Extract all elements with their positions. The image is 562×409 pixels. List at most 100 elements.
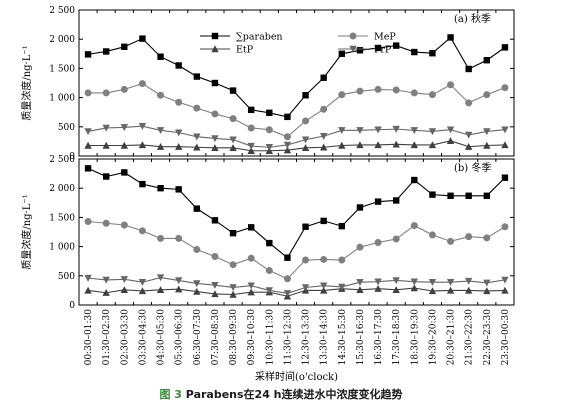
sum-paraben-point [392, 42, 400, 49]
sum-paraben-point [302, 223, 309, 230]
mep-point [193, 246, 201, 254]
legend: ∑paraben MeP EtP PrP [200, 32, 396, 56]
x-tick-label: 01:30–02:30 [102, 309, 112, 366]
mep-point [302, 256, 310, 264]
mep-point [247, 124, 255, 132]
panel-autumn-yaxis: 0 500 1 000 1 500 2 000 2 500 [49, 6, 514, 162]
panel-winter-yaxis: 0 500 1 000 1 500 2 000 2 500 [49, 155, 514, 311]
sum-paraben-point [247, 224, 255, 231]
prp-point [338, 127, 346, 135]
panel-winter-xticks [78, 159, 515, 305]
panel-winter-label: (b) 冬季 [454, 161, 491, 174]
sum-paraben-point [211, 79, 219, 87]
mep-point [356, 243, 364, 251]
legend-mep-marker [349, 32, 357, 40]
x-tick-label: 05:30–06:30 [175, 309, 185, 366]
etp-point [338, 141, 346, 149]
sum-paraben-point [338, 50, 346, 57]
prp-point [211, 281, 219, 289]
sum-paraben-point [157, 53, 164, 60]
sum-paraben-point [193, 205, 201, 212]
mep-point [338, 91, 346, 99]
etp-point [138, 287, 147, 295]
sum-paraben-point [338, 222, 346, 230]
etp-point [120, 141, 129, 149]
mep-point [193, 104, 201, 112]
sum-paraben-point [266, 109, 273, 116]
mep-point [175, 234, 183, 242]
sum-paraben-point [102, 48, 110, 55]
sum-paraben-point [266, 239, 273, 247]
sum-paraben-point [121, 43, 128, 50]
mep-point [410, 89, 418, 97]
mep-point [175, 98, 183, 106]
sum-paraben-point [374, 44, 382, 52]
prp-point [464, 277, 473, 285]
prp-point [102, 276, 110, 284]
x-tick-label: 17:30–18:30 [392, 309, 402, 366]
sum-paraben-point [447, 192, 454, 199]
sum-paraben-point [483, 57, 491, 64]
mep-point [265, 267, 273, 275]
x-tick-label: 15:30–16:30 [356, 309, 366, 366]
prp-point [319, 282, 328, 290]
prp-point [464, 131, 473, 139]
etp-point [501, 141, 509, 149]
y-tick-label: 1 000 [49, 94, 75, 104]
y-tick-label: 2 500 [49, 155, 75, 165]
mep-point [265, 126, 273, 134]
chart-figure: 0 500 1 000 1 500 2 000 2 500 (a) 秋季 ∑paraben… [20, 6, 515, 383]
prp-point [501, 126, 509, 134]
etp-point [102, 289, 110, 296]
prp-point [102, 124, 110, 132]
mep-point [483, 91, 491, 99]
mep-point [410, 222, 418, 230]
x-tick-label: 00:30–01:30 [84, 309, 94, 366]
mep-point [120, 221, 128, 229]
prp-point [229, 136, 237, 144]
panel-autumn: 0 500 1 000 1 500 2 000 2 500 (a) 秋季 ∑paraben… [20, 6, 515, 162]
sum-paraben-point [102, 173, 110, 180]
sum-paraben-point [229, 87, 237, 94]
y-tick-label: 1 000 [49, 243, 75, 253]
prp-point [265, 287, 274, 295]
prp-line [87, 125, 505, 148]
y-tick-label: 500 [58, 272, 75, 282]
mep-point [157, 234, 165, 242]
mep-point [84, 217, 92, 225]
x-tick-label: 16:30–17:30 [374, 309, 384, 366]
sum-paraben-point [374, 198, 382, 205]
prp-point [138, 279, 147, 286]
mep-point [392, 235, 400, 243]
etp-point [174, 142, 183, 150]
prp-point [483, 128, 491, 136]
y-tick-label: 2 000 [49, 35, 75, 45]
prp-point [356, 127, 364, 135]
mep-line [88, 82, 506, 138]
x-tick-label: 13:30–14:30 [320, 309, 330, 366]
mep-point [447, 237, 455, 245]
sum-paraben-point [483, 192, 491, 199]
prp-point [392, 277, 400, 285]
x-tick-label: 18:30–19:30 [410, 309, 420, 366]
x-tick-label: 22:30–23:30 [483, 309, 493, 366]
sum-paraben-point [429, 50, 436, 57]
mep-point [501, 84, 509, 92]
prp-point [211, 135, 219, 143]
mep-line [88, 220, 506, 280]
etp-point [319, 286, 328, 294]
mep-point [428, 231, 436, 239]
mep-point [374, 239, 382, 247]
etp-point [501, 286, 509, 294]
prp-point [193, 133, 201, 141]
prp-point [283, 141, 292, 149]
sum-paraben-point [139, 35, 146, 42]
etp-point [211, 290, 219, 298]
y-tick-label: 2 500 [49, 6, 75, 16]
sum-paraben-line [87, 167, 506, 259]
panel-autumn-ylabel: 质量浓度/ng·L⁻¹ [20, 45, 33, 120]
mep-point [374, 85, 382, 93]
mep-point [320, 255, 328, 263]
prp-point [374, 126, 382, 134]
etp-point [410, 141, 419, 149]
